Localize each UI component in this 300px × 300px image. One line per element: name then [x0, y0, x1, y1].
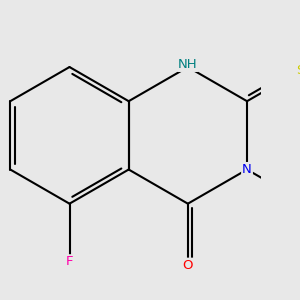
Text: F: F [66, 255, 73, 268]
Text: NH: NH [178, 58, 198, 71]
Text: N: N [242, 163, 252, 176]
Text: S: S [296, 64, 300, 77]
Text: O: O [183, 259, 193, 272]
